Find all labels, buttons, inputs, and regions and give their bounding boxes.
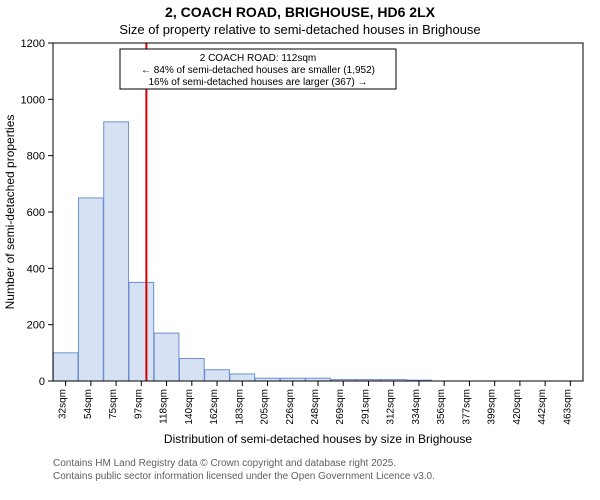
x-tick-label: 140sqm [184, 389, 195, 425]
y-tick-label: 1200 [21, 38, 45, 50]
x-tick-label: 226sqm [285, 389, 296, 425]
attribution-block: Contains HM Land Registry data © Crown c… [0, 457, 600, 483]
x-tick-label: 118sqm [159, 389, 170, 424]
x-tick-label: 377sqm [461, 389, 472, 425]
histogram-bar [53, 353, 78, 381]
histogram-chart: 0 200 400 600 800 1000 1200 32sqm 54sqm 75sqm 97sq… [0, 37, 600, 457]
attribution-line-1: Contains HM Land Registry data © Crown c… [53, 457, 600, 470]
annotation-line-3: 16% of semi-detached houses are larger (… [148, 77, 367, 88]
annotation-line-1: 2 COACH ROAD: 112sqm [200, 53, 317, 64]
attribution-line-2: Contains public sector information licen… [53, 470, 600, 483]
x-axis-label: Distribution of semi-detached houses by … [164, 432, 472, 446]
x-tick-label: 442sqm [537, 389, 548, 425]
y-tick-label: 600 [27, 207, 45, 219]
page-title: 2, COACH ROAD, BRIGHOUSE, HD6 2LX [0, 4, 600, 20]
histogram-bar [154, 333, 179, 381]
histogram-bar [179, 358, 204, 381]
y-tick-label: 200 [27, 320, 45, 332]
histogram-bar [104, 122, 129, 381]
y-tick-label: 1000 [21, 94, 45, 106]
x-tick-label: 356sqm [436, 389, 447, 425]
x-tick-label: 54sqm [83, 389, 94, 419]
x-tick-label: 162sqm [209, 389, 220, 425]
y-axis-label: Number of semi-detached properties [3, 115, 17, 310]
x-tick-label: 205sqm [260, 389, 271, 425]
y-tick-label: 0 [39, 376, 45, 388]
x-tick-label: 420sqm [512, 389, 523, 425]
chart-svg: 0 200 400 600 800 1000 1200 32sqm 54sqm 75sqm 97sq… [0, 37, 600, 457]
x-tick-label: 248sqm [310, 389, 321, 425]
x-tick-label: 291sqm [360, 389, 371, 425]
histogram-bar [205, 370, 230, 381]
x-tick-label: 269sqm [335, 389, 346, 425]
x-tick-label: 32sqm [58, 389, 69, 419]
x-tick-label: 334sqm [411, 389, 422, 425]
annotation-line-2: ← 84% of semi-detached houses are smalle… [141, 65, 375, 76]
x-tick-label: 463sqm [562, 389, 573, 425]
y-tick-label: 800 [27, 151, 45, 163]
x-tick-label: 97sqm [133, 389, 144, 419]
histogram-bar [230, 374, 255, 381]
x-tick-label: 312sqm [386, 389, 397, 425]
x-tick-label: 399sqm [487, 389, 498, 425]
x-tick-label: 75sqm [108, 389, 119, 419]
y-tick-label: 400 [27, 263, 45, 275]
page-subtitle: Size of property relative to semi-detach… [0, 22, 600, 37]
histogram-bar [78, 198, 103, 381]
histogram-bar [129, 282, 154, 381]
x-tick-label: 183sqm [234, 389, 245, 425]
